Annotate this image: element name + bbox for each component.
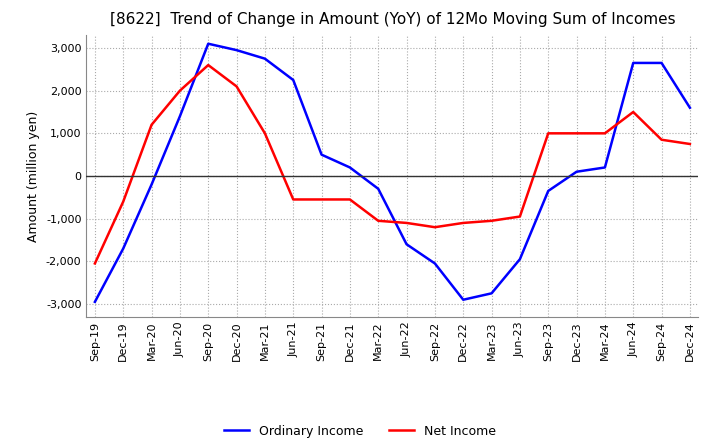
- Y-axis label: Amount (million yen): Amount (million yen): [27, 110, 40, 242]
- Ordinary Income: [487, 291, 496, 296]
- Ordinary Income: [318, 152, 326, 158]
- Net Income: [459, 220, 467, 226]
- Net Income: [629, 110, 637, 115]
- Ordinary Income: [402, 242, 411, 247]
- Net Income: [487, 218, 496, 224]
- Ordinary Income: [629, 60, 637, 66]
- Net Income: [685, 141, 694, 147]
- Ordinary Income: [119, 246, 127, 251]
- Ordinary Income: [459, 297, 467, 302]
- Net Income: [261, 131, 269, 136]
- Ordinary Income: [516, 257, 524, 262]
- Net Income: [119, 199, 127, 204]
- Ordinary Income: [685, 105, 694, 110]
- Net Income: [289, 197, 297, 202]
- Net Income: [176, 88, 184, 93]
- Net Income: [318, 197, 326, 202]
- Ordinary Income: [233, 48, 241, 53]
- Ordinary Income: [91, 299, 99, 304]
- Ordinary Income: [204, 41, 212, 46]
- Ordinary Income: [261, 56, 269, 61]
- Ordinary Income: [572, 169, 581, 174]
- Net Income: [544, 131, 552, 136]
- Ordinary Income: [346, 165, 354, 170]
- Net Income: [233, 84, 241, 89]
- Ordinary Income: [176, 114, 184, 119]
- Ordinary Income: [600, 165, 609, 170]
- Ordinary Income: [148, 182, 156, 187]
- Title: [8622]  Trend of Change in Amount (YoY) of 12Mo Moving Sum of Incomes: [8622] Trend of Change in Amount (YoY) o…: [109, 12, 675, 27]
- Net Income: [516, 214, 524, 219]
- Net Income: [91, 261, 99, 266]
- Net Income: [572, 131, 581, 136]
- Net Income: [204, 62, 212, 68]
- Ordinary Income: [657, 60, 666, 66]
- Net Income: [431, 224, 439, 230]
- Ordinary Income: [431, 261, 439, 266]
- Ordinary Income: [374, 186, 382, 191]
- Net Income: [600, 131, 609, 136]
- Ordinary Income: [289, 77, 297, 83]
- Line: Ordinary Income: Ordinary Income: [95, 44, 690, 302]
- Net Income: [346, 197, 354, 202]
- Net Income: [402, 220, 411, 226]
- Net Income: [148, 122, 156, 128]
- Line: Net Income: Net Income: [95, 65, 690, 264]
- Ordinary Income: [544, 188, 552, 194]
- Legend: Ordinary Income, Net Income: Ordinary Income, Net Income: [220, 420, 500, 440]
- Net Income: [374, 218, 382, 224]
- Net Income: [657, 137, 666, 143]
